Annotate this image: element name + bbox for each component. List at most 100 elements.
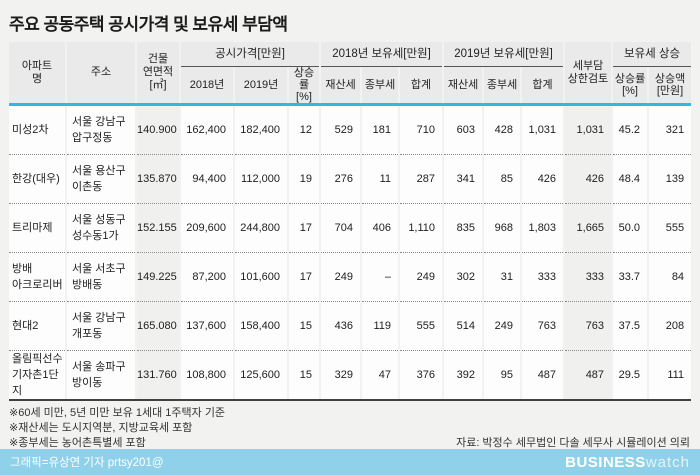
price-2018: 87,200 xyxy=(181,253,233,302)
tax2018-property: 276 xyxy=(321,155,361,204)
logo-text-business: BUSINESS xyxy=(565,453,646,471)
tax2019-property: 603 xyxy=(444,106,483,155)
tax-rise-rate: 48.4 xyxy=(613,155,648,204)
tax-rise-amount: 555 xyxy=(649,204,692,253)
header-group-row: 아파트 명 주소 건물 연면적 [㎡] 공시가격[만원] 2018년 보유세[만… xyxy=(9,42,692,103)
tax2018-property: 329 xyxy=(321,351,361,399)
cap-review: 1,665 xyxy=(565,204,612,253)
tax2018-comprehensive: – xyxy=(362,253,399,302)
building-area: 131.760 xyxy=(137,351,179,399)
building-area: 135.870 xyxy=(137,155,179,204)
source-note: 자료: 박정수 세무법인 다솔 세무사 시뮬레이션 의뢰 xyxy=(456,437,690,449)
price-rise-rate: 12 xyxy=(289,106,320,155)
col-header-2019-property-tax: 재산세 xyxy=(444,67,483,103)
tax2019-comprehensive: 31 xyxy=(484,253,521,302)
table-bottom-rule xyxy=(9,399,692,401)
building-area: 165.080 xyxy=(137,302,179,351)
col-header-building-area: 건물 연면적 [㎡] xyxy=(137,42,179,103)
tax2018-total: 376 xyxy=(400,351,443,399)
price-rise-rate: 15 xyxy=(289,351,320,399)
tax2019-property: 302 xyxy=(444,253,483,302)
tax-rise-amount: 139 xyxy=(649,155,692,204)
tax2018-total: 249 xyxy=(400,253,443,302)
tax-rise-amount: 321 xyxy=(649,106,692,155)
tax-rise-rate: 50.0 xyxy=(613,204,648,253)
cap-review: 763 xyxy=(565,302,612,351)
apartment-address: 서울 용산구 이촌동 xyxy=(67,155,135,204)
col-header-2018-property-tax: 재산세 xyxy=(321,67,361,103)
apartment-address: 서울 서초구 방배동 xyxy=(67,253,135,302)
col-header-price-rise-rate: 상승률 [%] xyxy=(289,67,320,103)
tax2019-property: 514 xyxy=(444,302,483,351)
tax2018-comprehensive: 181 xyxy=(362,106,399,155)
price-2018: 108,800 xyxy=(181,351,233,399)
price-2018: 209,600 xyxy=(181,204,233,253)
apartment-name: 한강(대우) xyxy=(9,155,65,204)
header-sub-row: 2018년 2019년 상승률 [%] 재산세 종부세 합계 재산세 종부세 합… xyxy=(9,67,692,103)
tax2018-property: 529 xyxy=(321,106,361,155)
price-2019: 182,400 xyxy=(235,106,287,155)
col-header-cap-review: 세부담 상한검토 xyxy=(565,42,612,103)
col-group-tax-2018: 2018년 보유세[만원] xyxy=(321,42,443,67)
table-row: 트리마제 서울 성동구 성수동1가 152.155 209,600 244,80… xyxy=(9,204,692,253)
price-2018: 137,600 xyxy=(181,302,233,351)
col-header-apartment-name: 아파트 명 xyxy=(9,42,65,103)
col-header-rise-amount: 상승액 [만원] xyxy=(649,67,692,103)
tax-rise-rate: 33.7 xyxy=(613,253,648,302)
col-group-official-price: 공시가격[만원] xyxy=(181,42,320,67)
building-area: 152.155 xyxy=(137,204,179,253)
footnote: ※재산세는 도시지역분, 지방교육세 포함 xyxy=(9,422,193,434)
apartment-name: 방배 아크로리버 xyxy=(9,253,65,302)
tax2019-property: 392 xyxy=(444,351,483,399)
building-area: 140.900 xyxy=(137,106,179,155)
price-rise-rate: 15 xyxy=(289,302,320,351)
tax-rise-rate: 29.5 xyxy=(613,351,648,399)
apartment-address: 서울 강남구 개포동 xyxy=(67,302,135,351)
apartment-address: 서울 성동구 성수동1가 xyxy=(67,204,135,253)
tax2018-comprehensive: 119 xyxy=(362,302,399,351)
table-row: 현대2 서울 강남구 개포동 165.080 137,600 158,400 1… xyxy=(9,302,692,351)
tax2018-total: 555 xyxy=(400,302,443,351)
tax2018-property: 249 xyxy=(321,253,361,302)
tax-rise-amount: 84 xyxy=(649,253,692,302)
tax-rise-amount: 208 xyxy=(649,302,692,351)
col-header-price-2018: 2018년 xyxy=(181,67,233,103)
tax2019-comprehensive: 428 xyxy=(484,106,521,155)
price-2019: 158,400 xyxy=(235,302,287,351)
tax2018-comprehensive: 406 xyxy=(362,204,399,253)
price-rise-rate: 17 xyxy=(289,204,320,253)
graphic-credit: 그래픽=유상연 기자 prtsy201@ xyxy=(10,457,164,469)
footnote: ※종부세는 농어촌특별세 포함 xyxy=(9,437,146,449)
tax2019-property: 341 xyxy=(444,155,483,204)
apartment-address: 서울 강남구 압구정동 xyxy=(67,106,135,155)
apartment-name: 현대2 xyxy=(9,302,65,351)
price-rise-rate: 19 xyxy=(289,155,320,204)
table-row: 한강(대우) 서울 용산구 이촌동 135.870 94,400 112,000… xyxy=(9,155,692,204)
tax2018-total: 710 xyxy=(400,106,443,155)
apartment-name: 미성2차 xyxy=(9,106,65,155)
tax2019-total: 333 xyxy=(522,253,564,302)
col-header-address: 주소 xyxy=(67,42,135,103)
cap-review: 1,031 xyxy=(565,106,612,155)
cap-review: 487 xyxy=(565,351,612,399)
price-2018: 162,400 xyxy=(181,106,233,155)
building-area: 149.225 xyxy=(137,253,179,302)
price-2019: 244,800 xyxy=(235,204,287,253)
col-group-tax-rise: 보유세 상승 xyxy=(613,42,692,67)
table-row: 방배 아크로리버 서울 서초구 방배동 149.225 87,200 101,6… xyxy=(9,253,692,302)
cap-review: 426 xyxy=(565,155,612,204)
col-header-2018-total: 합계 xyxy=(400,67,443,103)
tax2019-total: 1,031 xyxy=(522,106,564,155)
tax-rise-rate: 45.2 xyxy=(613,106,648,155)
tax2018-property: 436 xyxy=(321,302,361,351)
footer-bar: 그래픽=유상연 기자 prtsy201@ BUSINESSwatch xyxy=(0,449,700,475)
tax2018-comprehensive: 11 xyxy=(362,155,399,204)
col-header-price-2019: 2019년 xyxy=(235,67,287,103)
cap-review: 333 xyxy=(565,253,612,302)
page-title: 주요 공동주택 공시가격 및 보유세 부담액 xyxy=(9,15,288,34)
price-rise-rate: 17 xyxy=(289,253,320,302)
apartment-name: 트리마제 xyxy=(9,204,65,253)
tax2019-property: 835 xyxy=(444,204,483,253)
tax2018-property: 704 xyxy=(321,204,361,253)
tax2019-total: 1,803 xyxy=(522,204,564,253)
